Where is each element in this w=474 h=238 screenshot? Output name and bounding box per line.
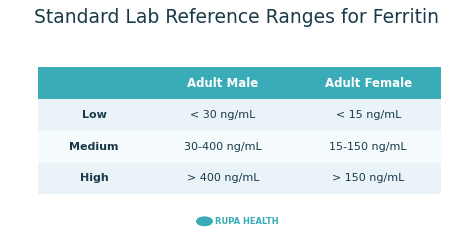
FancyBboxPatch shape <box>37 163 441 194</box>
Text: Low: Low <box>82 110 107 120</box>
Text: Adult Male: Adult Male <box>187 77 259 90</box>
Text: > 400 ng/mL: > 400 ng/mL <box>187 174 259 183</box>
Text: Standard Lab Reference Ranges for Ferritin: Standard Lab Reference Ranges for Ferrit… <box>35 8 439 27</box>
Text: < 30 ng/mL: < 30 ng/mL <box>191 110 256 120</box>
Text: < 15 ng/mL: < 15 ng/mL <box>336 110 401 120</box>
Text: Adult Female: Adult Female <box>325 77 412 90</box>
Text: High: High <box>80 174 109 183</box>
FancyBboxPatch shape <box>37 99 441 131</box>
FancyBboxPatch shape <box>37 131 441 163</box>
Circle shape <box>197 217 212 226</box>
Text: 30-400 ng/mL: 30-400 ng/mL <box>184 142 262 152</box>
FancyBboxPatch shape <box>37 67 441 99</box>
Text: Medium: Medium <box>69 142 119 152</box>
Text: 15-150 ng/mL: 15-150 ng/mL <box>329 142 407 152</box>
Text: > 150 ng/mL: > 150 ng/mL <box>332 174 404 183</box>
Text: RUPA HEALTH: RUPA HEALTH <box>215 217 279 226</box>
